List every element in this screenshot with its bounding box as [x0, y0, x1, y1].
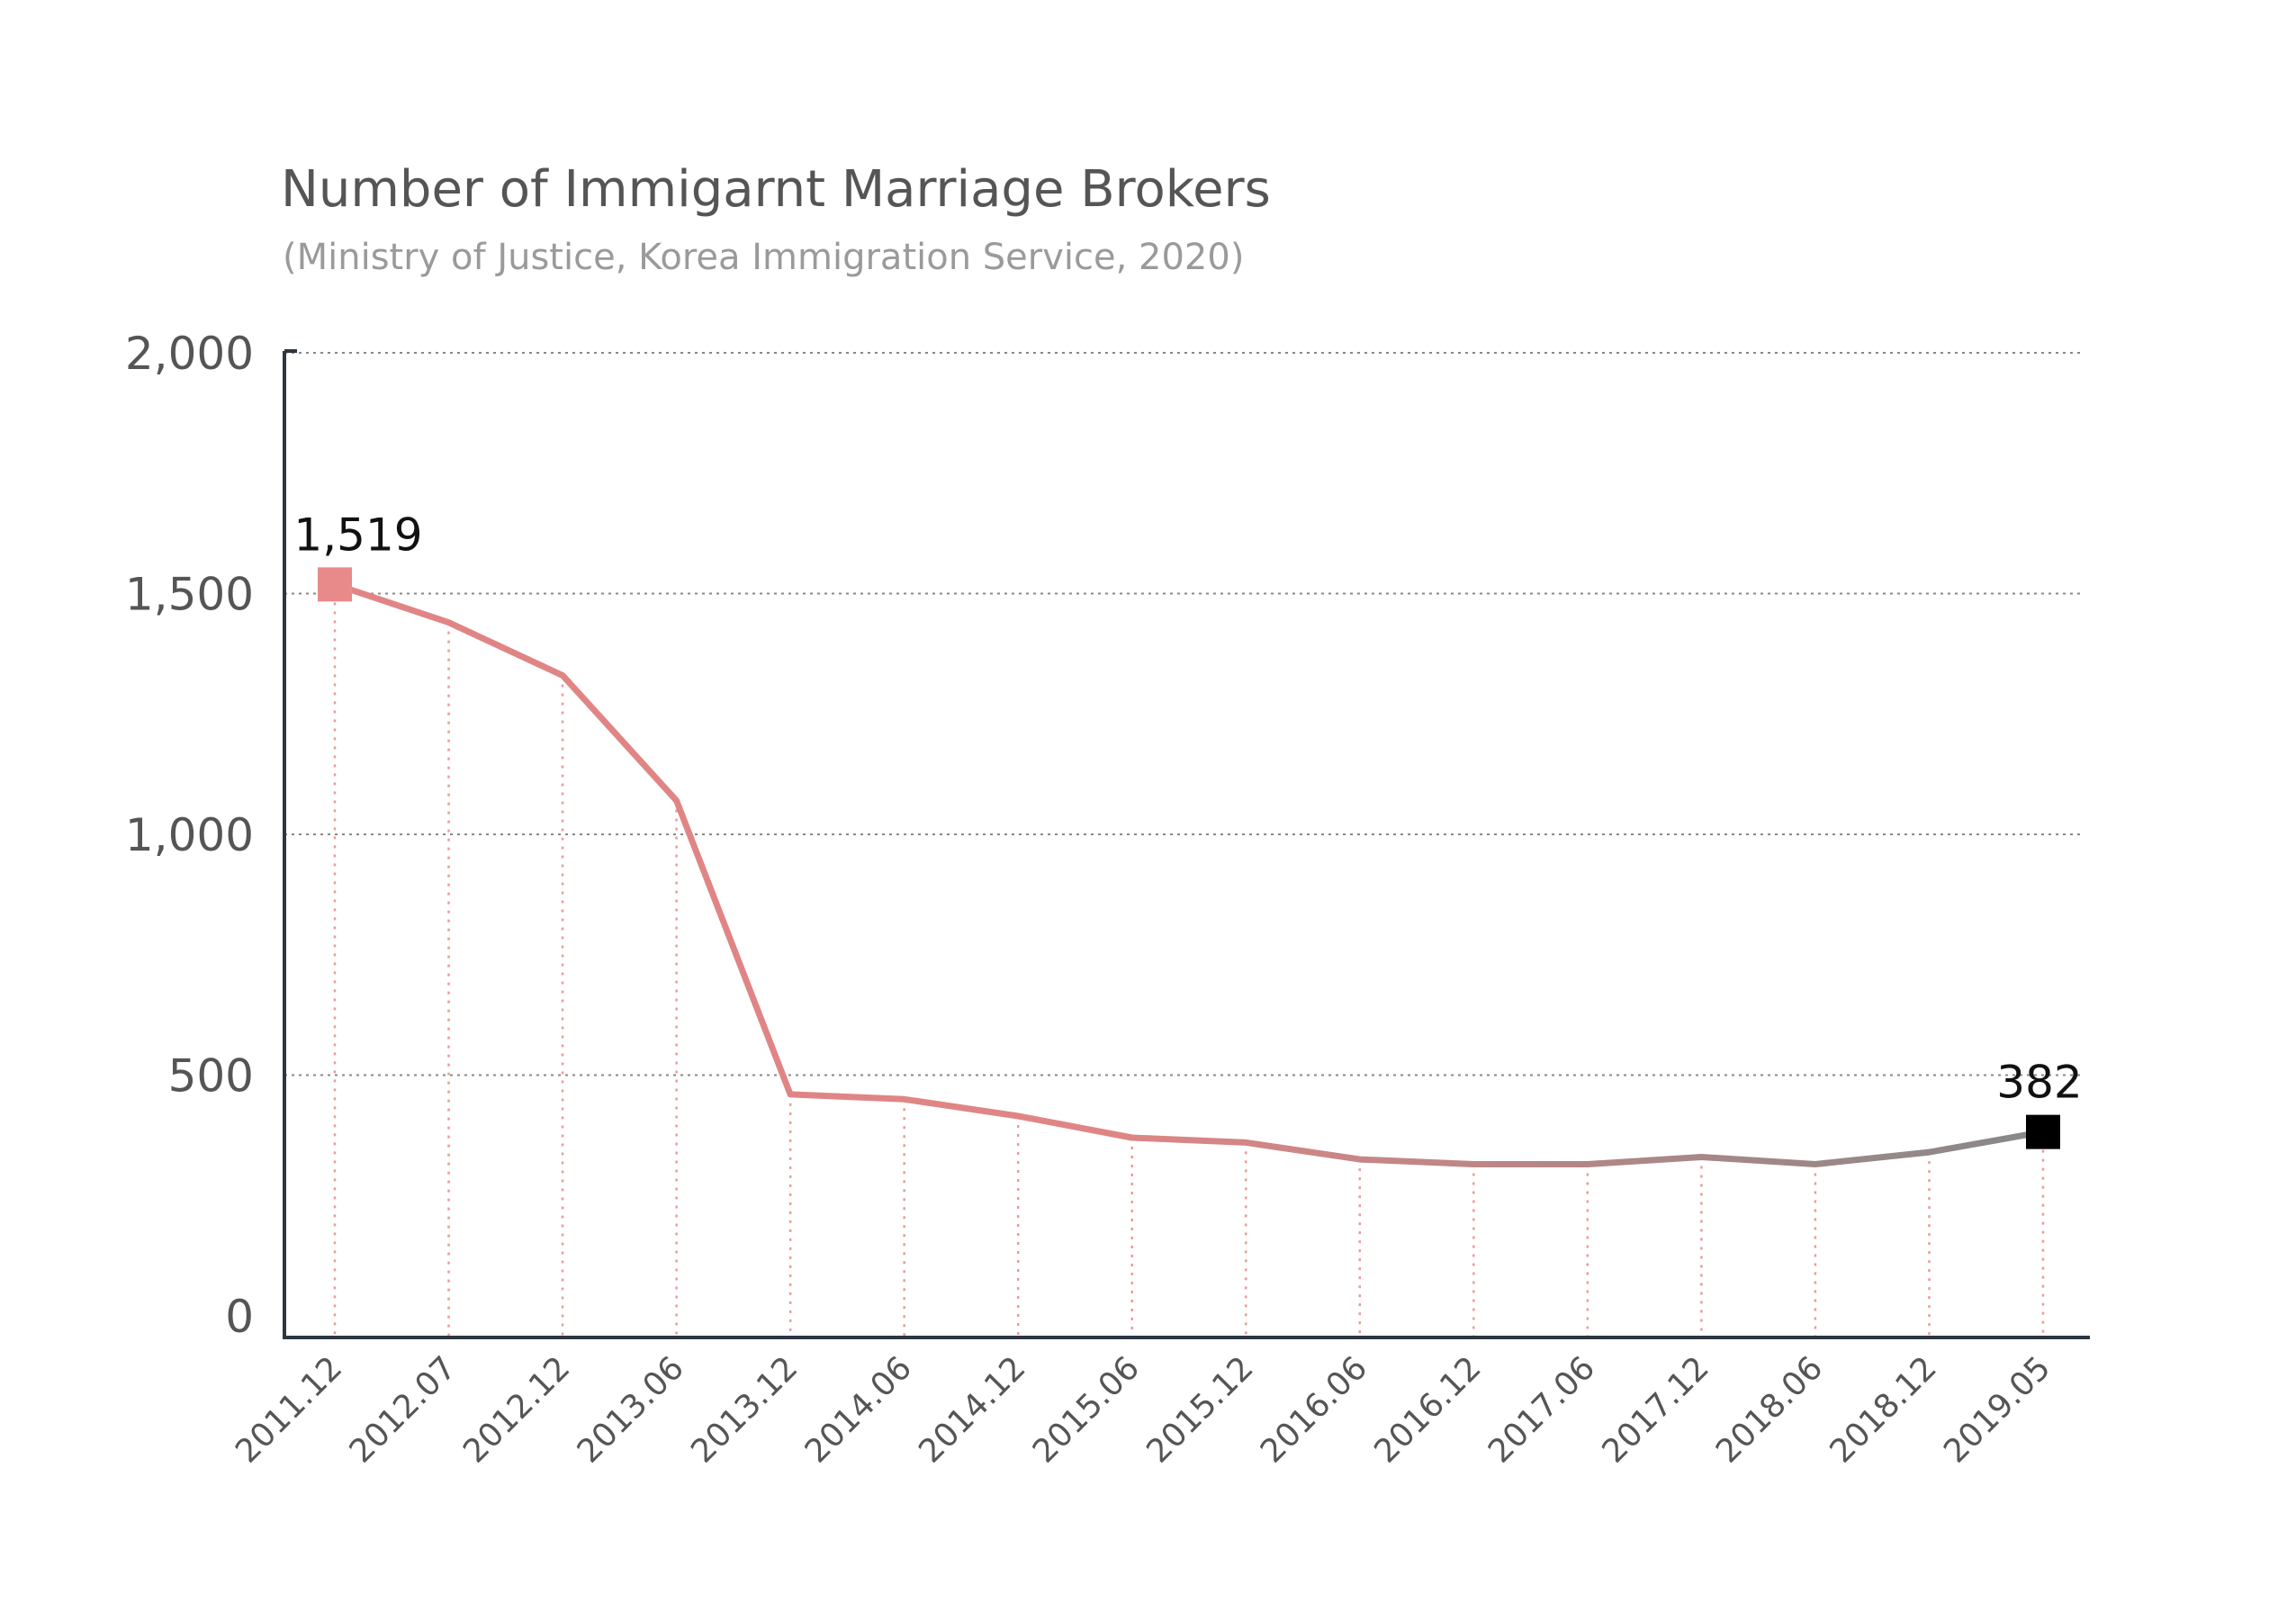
y-tick-label: 0: [225, 1291, 254, 1343]
x-tick-label: 2013.12: [684, 1349, 805, 1470]
start-marker: [318, 567, 352, 602]
x-tick-labels: 2011.122012.072012.122013.062013.122014.…: [229, 1349, 2057, 1470]
y-tick-labels: 0 500 1,000 1,500 2,000: [125, 328, 254, 1343]
x-tick-label: 2016.06: [1254, 1349, 1374, 1470]
x-tick-label: 2019.05: [1937, 1349, 2057, 1470]
x-tick-label: 2015.06: [1026, 1349, 1147, 1470]
data-label: 1,519: [293, 509, 422, 561]
chart-title: Number of Immigarnt Marriage Brokers: [281, 160, 1271, 219]
x-tick-label: 2018.12: [1823, 1349, 1944, 1470]
x-tick-label: 2014.12: [912, 1349, 1032, 1470]
x-tick-label: 2015.12: [1139, 1349, 1260, 1470]
y-tick-label: 2,000: [125, 328, 254, 380]
x-tick-label: 2018.06: [1709, 1349, 1830, 1470]
x-tick-label: 2017.06: [1481, 1349, 1602, 1470]
drop-lines: [333, 584, 2045, 1337]
x-tick-label: 2016.12: [1367, 1349, 1488, 1470]
x-tick-label: 2017.12: [1596, 1349, 1716, 1470]
series-line: [331, 581, 2047, 1167]
end-marker: [2026, 1114, 2060, 1149]
data-labels: 1,519 382: [293, 509, 2082, 1108]
x-tick-label: 2014.06: [798, 1349, 919, 1470]
y-tick-label: 500: [168, 1050, 254, 1103]
x-tick-label: 2013.06: [571, 1349, 691, 1470]
y-tick-label: 1,500: [125, 569, 254, 621]
data-label: 382: [1996, 1057, 2082, 1109]
x-tick-label: 2011.12: [229, 1349, 349, 1470]
gridlines: [284, 352, 2081, 1076]
y-tick-label: 1,000: [125, 809, 254, 861]
x-tick-label: 2012.12: [456, 1349, 577, 1470]
x-tick-label: 2012.07: [343, 1349, 464, 1470]
chart-subtitle: (Ministry of Justice, Korea Immigration …: [283, 237, 1245, 278]
series: [318, 567, 2060, 1167]
axes: [283, 349, 2090, 1339]
